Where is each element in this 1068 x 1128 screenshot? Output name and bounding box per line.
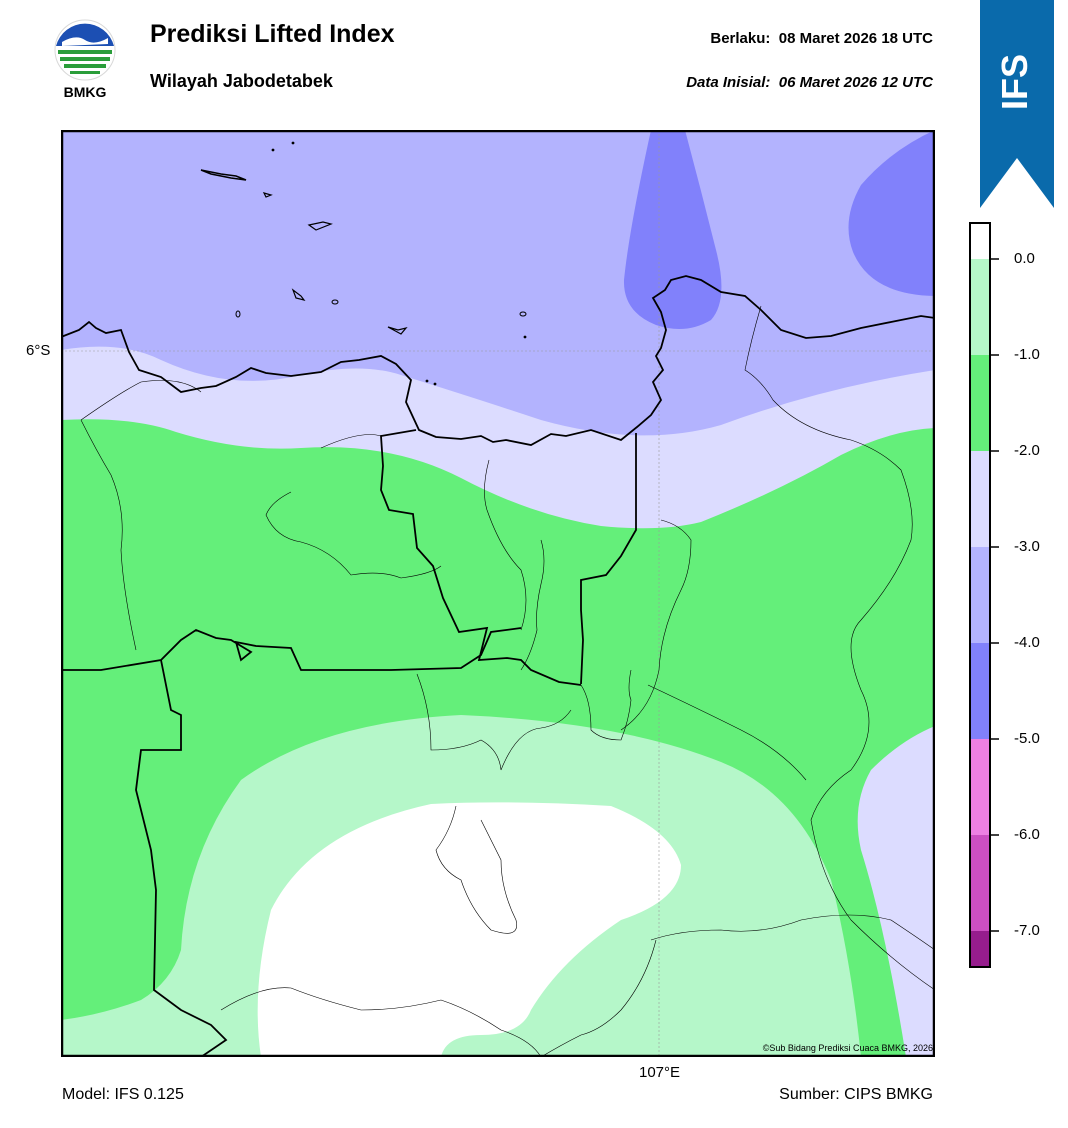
colorbar-frame [969,222,991,968]
island [307,221,333,231]
lon-label: 107°E [639,1064,681,1081]
lifted-index-map [61,130,935,1057]
colorbar-label: -1.0 [1014,346,1040,363]
init-time-value: 06 Maret 2026 12 UTC [778,74,933,91]
bmkg-logo: BMKG [50,18,120,102]
init-label: Data Inisial: [686,74,771,91]
colorbar-label: -3.0 [1014,538,1040,555]
bmkg-logo-icon [54,19,116,81]
colorbar-swatch [970,223,990,259]
island [262,192,273,198]
colorbar-swatch [970,643,990,739]
island [235,310,241,318]
colorbar-label: 0.0 [1014,250,1035,267]
province-boundary-dki-jabar [580,433,637,685]
valid-time: Berlaku: 08 Maret 2026 18 UTC [710,30,933,47]
province-boundary-banten [61,627,522,671]
colorbar-swatch [970,739,990,835]
valid-label: Berlaku: [710,30,771,47]
island [519,311,527,317]
ifs-ribbon [980,0,1054,208]
colorbar-swatch [970,547,990,643]
colorbar-swatch [970,931,990,967]
band-minus2-minus3-east [860,727,935,1000]
island [291,288,306,301]
init-time: Data Inisial: 06 Maret 2026 12 UTC [686,74,933,91]
copyright: ©Sub Bidang Prediksi Cuaca BMKG, 2026 [762,1043,933,1053]
map-subtitle: Wilayah Jabodetabek [150,71,333,91]
island [331,299,339,305]
island [433,382,437,386]
colorbar [969,222,999,968]
colorbar-swatch [970,259,990,355]
coastline [61,275,935,446]
colorbar-label: -5.0 [1014,730,1040,747]
band-above-0 [257,802,681,1057]
island [200,169,247,181]
logo-text: BMKG [63,84,107,100]
valid-time-value: 08 Maret 2026 18 UTC [778,30,933,47]
island [523,335,527,339]
colorbar-swatch [970,835,990,931]
colorbar-swatch [970,451,990,547]
island [291,141,295,145]
source-label: Sumber: CIPS BMKG [779,1086,933,1103]
map-frame [61,130,935,1057]
colorbar-label: -4.0 [1014,634,1040,651]
province-boundary-south [135,659,228,1057]
province-boundary-banten-dki-jabar [380,429,582,686]
island [271,148,275,152]
colorbar-ticks [990,258,999,932]
island [387,326,408,335]
lat-label: 6°S [26,342,51,359]
regency-boundaries [80,305,935,1057]
island [425,379,429,383]
colorbar-label: -6.0 [1014,826,1040,843]
model-label: Model: IFS 0.125 [62,1086,184,1103]
colorbar-label: -2.0 [1014,442,1040,459]
band-minus4-minus5-northeast [848,130,935,296]
colorbar-swatch [970,355,990,451]
colorbar-label: -7.0 [1014,922,1040,939]
ribbon-text: IFS [994,53,1035,110]
map-title: Prediksi Lifted Index [150,20,395,48]
